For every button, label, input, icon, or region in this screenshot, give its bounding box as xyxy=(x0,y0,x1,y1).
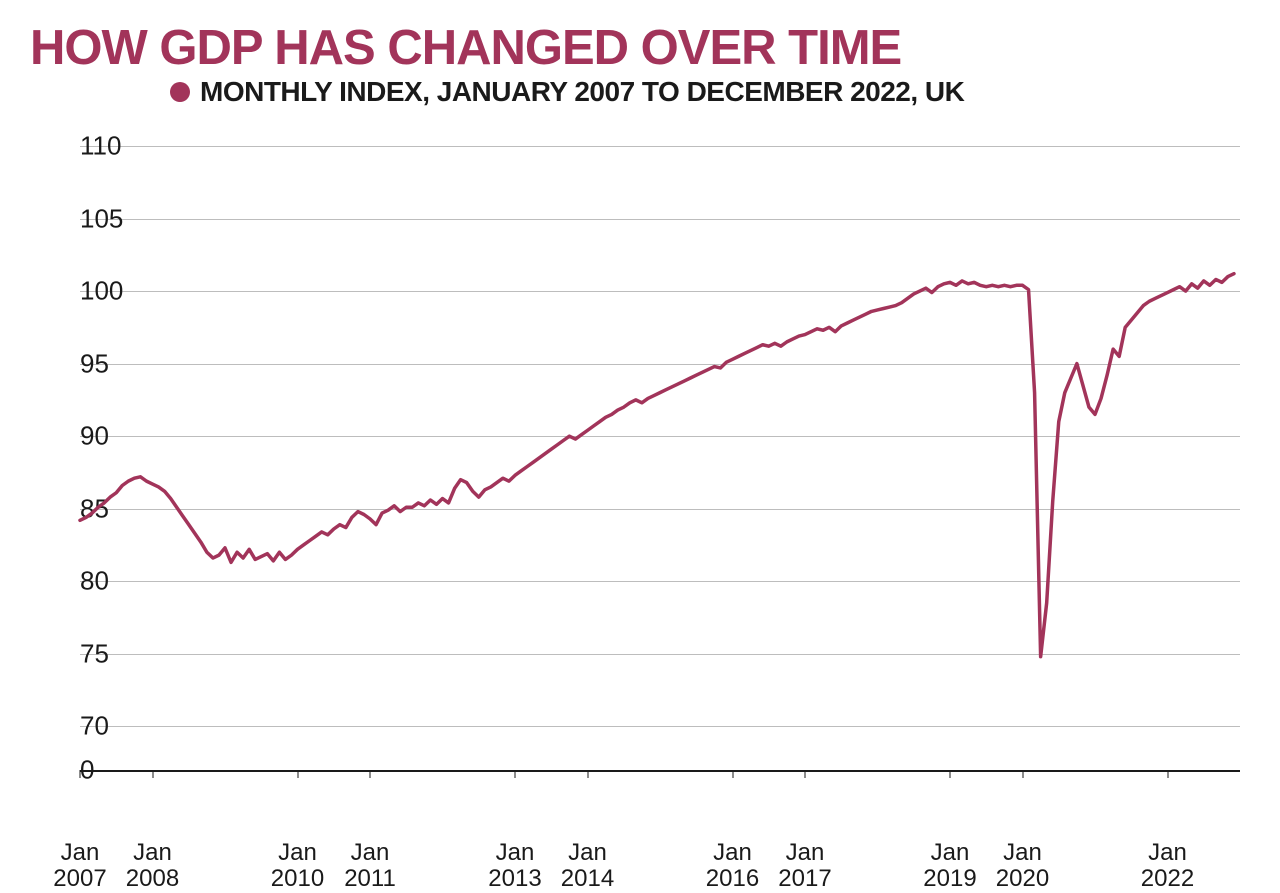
x-tick-mark xyxy=(950,770,951,778)
chart-title: HOW GDP HAS CHANGED OVER TIME xyxy=(30,20,1250,76)
plot-area: 0707580859095100105110Jan2007Jan2008Jan2… xyxy=(80,146,1240,770)
x-tick-mark xyxy=(1022,770,1023,778)
x-tick-label: Jan2022 xyxy=(1141,840,1194,893)
x-tick-label: Jan2010 xyxy=(271,840,324,893)
x-tick-label: Jan2019 xyxy=(923,840,976,893)
chart-container: HOW GDP HAS CHANGED OVER TIME MONTHLY IN… xyxy=(0,0,1280,853)
x-tick-mark xyxy=(732,770,733,778)
x-tick-label: Jan2017 xyxy=(778,840,831,893)
x-tick-label: Jan2007 xyxy=(53,840,106,893)
x-tick-label: Jan2013 xyxy=(488,840,541,893)
legend-text: MONTHLY INDEX, JANUARY 2007 TO DECEMBER … xyxy=(200,76,964,108)
x-tick-mark xyxy=(1167,770,1168,778)
x-tick-mark xyxy=(370,770,371,778)
line-series xyxy=(80,146,1240,770)
x-tick-mark xyxy=(515,770,516,778)
baseline xyxy=(80,770,1240,772)
x-tick-mark xyxy=(587,770,588,778)
x-tick-label: Jan2014 xyxy=(561,840,614,893)
legend: MONTHLY INDEX, JANUARY 2007 TO DECEMBER … xyxy=(170,76,1250,108)
legend-marker-icon xyxy=(170,82,190,102)
x-tick-mark xyxy=(805,770,806,778)
x-tick-label: Jan2016 xyxy=(706,840,759,893)
x-tick-label: Jan2011 xyxy=(344,840,396,893)
x-tick-mark xyxy=(80,770,81,778)
x-tick-mark xyxy=(297,770,298,778)
x-tick-label: Jan2008 xyxy=(126,840,179,893)
x-tick-label: Jan2020 xyxy=(996,840,1049,893)
x-tick-mark xyxy=(152,770,153,778)
